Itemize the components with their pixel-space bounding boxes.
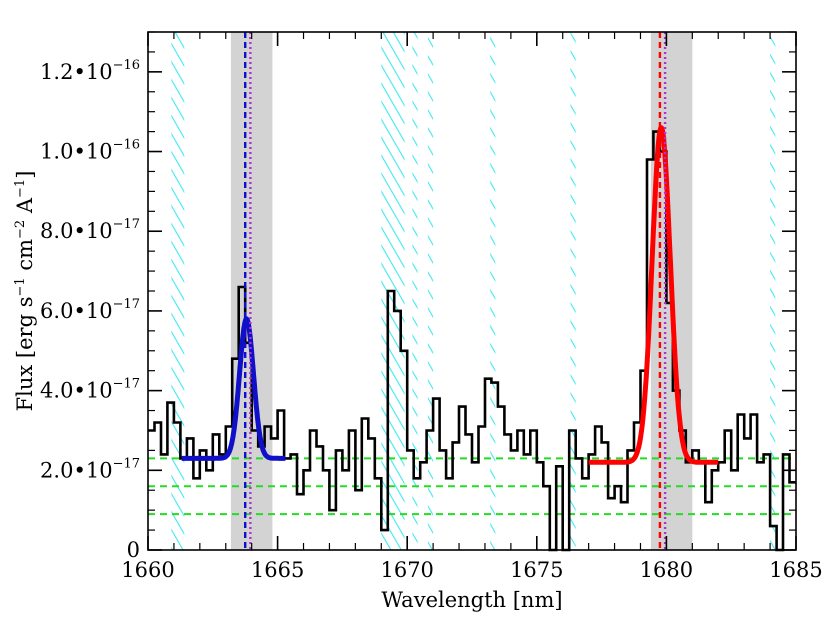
x-tick-label-3: 1675 — [510, 558, 563, 582]
gray-band-0 — [230, 32, 273, 550]
fit-curve-0 — [179, 316, 288, 461]
hatched-band-0 — [171, 32, 185, 550]
y-tick-label-1: 2.0•10−17 — [40, 456, 140, 482]
line-center-markers — [243, 32, 667, 550]
y-tick-label-0: 0 — [127, 538, 140, 562]
y-axis-label: Flux [erg s−1 cm−2 A−1] — [13, 171, 37, 412]
hatched-band-2 — [412, 32, 418, 550]
hatched-band-3 — [427, 32, 434, 550]
x-tick-label-2: 1670 — [380, 558, 433, 582]
shaded-bands — [171, 32, 776, 550]
y-tick-label-2: 4.0•10−17 — [40, 377, 140, 403]
axis-ticks: 1660 1665 1670 1675 1680 1685 0 2.0•10−17 4.0•10… — [40, 31, 823, 582]
x-tick-label-0: 1660 — [121, 558, 174, 582]
x-tick-label-5: 1685 — [769, 558, 822, 582]
x-axis-label: Wavelength [nm] — [381, 588, 562, 612]
hatched-band-6 — [770, 32, 776, 550]
gaussian-fits — [179, 125, 720, 465]
x-tick-label-4: 1680 — [640, 558, 693, 582]
y-tick-label-4: 8.0•10−17 — [40, 217, 140, 243]
hatched-band-5 — [570, 32, 576, 550]
x-tick-label-1: 1665 — [251, 558, 304, 582]
fit-curve-1 — [587, 125, 720, 465]
hatched-band-4 — [490, 32, 496, 550]
y-tick-label-5: 1.0•10−16 — [40, 138, 140, 164]
y-tick-label-6: 1.2•10−16 — [40, 58, 140, 84]
y-tick-label-3: 6.0•10−17 — [40, 297, 140, 323]
